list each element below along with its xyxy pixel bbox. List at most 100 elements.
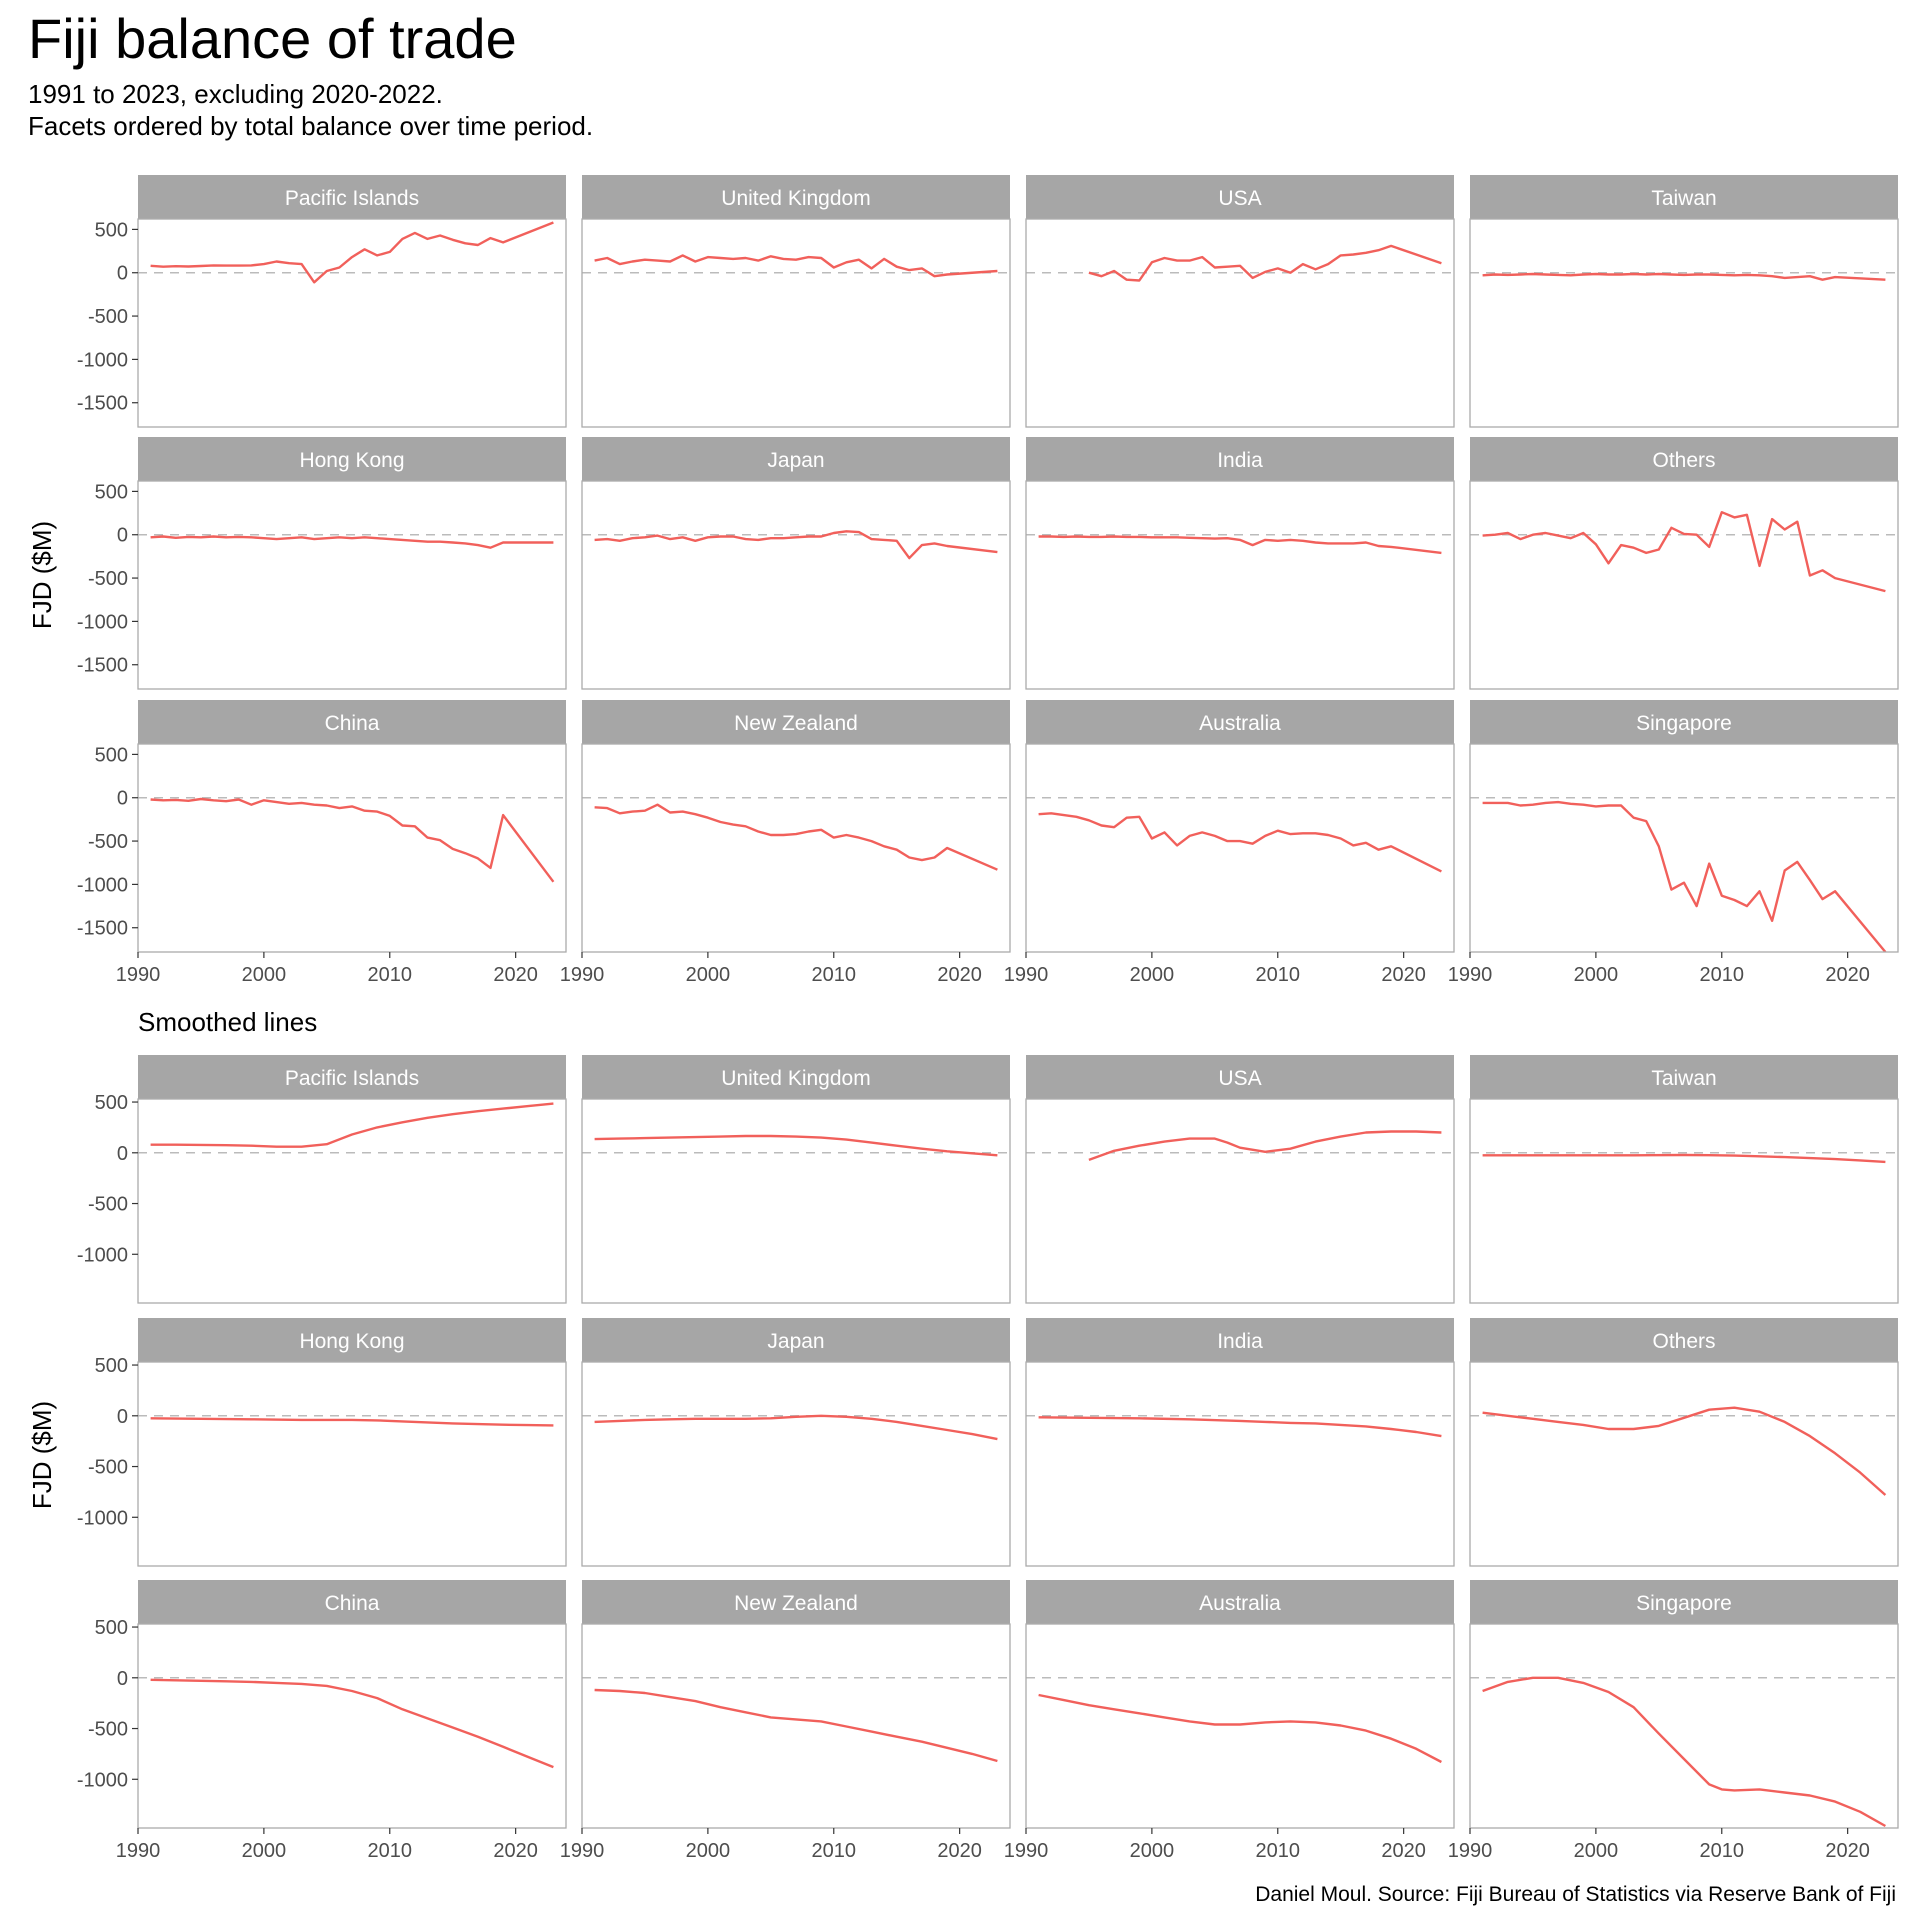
series-line: [594, 1134, 998, 1157]
chart-caption: Daniel Moul. Source: Fiji Bureau of Stat…: [1255, 1883, 1896, 1906]
facet-strip: [582, 700, 1010, 744]
x-tick-label: 1990: [1448, 1840, 1493, 1862]
facet-india: India: [1025, 1318, 1455, 1567]
x-tick-label: 2010: [812, 964, 857, 986]
x-tick-label: 2020: [1825, 1840, 1870, 1862]
facet-label: China: [325, 712, 380, 735]
panel-border: [137, 480, 567, 690]
panel-border: [1469, 1361, 1899, 1567]
facet-pacific-islands: Pacific Islands 500 0 -500 -1000: [77, 1055, 567, 1304]
facet-strip: [582, 437, 1010, 481]
series-line: [1088, 1130, 1442, 1162]
series-line: [150, 221, 554, 284]
panel-border: [581, 480, 1011, 690]
facet-strip: [1470, 437, 1898, 481]
facet-label: Taiwan: [1651, 1067, 1716, 1090]
y-tick-label: -500: [88, 568, 128, 590]
facet-others: Others: [1469, 1318, 1899, 1567]
section-title: Smoothed lines: [138, 1007, 317, 1037]
series-line: [150, 535, 554, 549]
y-tick-label: -500: [88, 1194, 128, 1216]
y-tick-label: 0: [117, 1668, 128, 1690]
panel-border: [1025, 480, 1455, 690]
y-axis-label: FJD ($M): [27, 521, 57, 629]
y-tick-label: -1000: [77, 1244, 128, 1266]
facet-united-kingdom: United Kingdom: [581, 1055, 1011, 1304]
x-tick-label: 2000: [1574, 1840, 1619, 1862]
x-tick-label: 1990: [116, 1840, 161, 1862]
panel-border: [1469, 743, 1899, 953]
x-tick-label: 1990: [1004, 964, 1049, 986]
facet-label: Taiwan: [1651, 187, 1716, 210]
x-tick-label: 1990: [560, 1840, 605, 1862]
panel-border: [581, 1098, 1011, 1304]
facet-strip: [1470, 1318, 1898, 1362]
x-tick-label: 2000: [242, 964, 287, 986]
facet-new-zealand: New Zealand 1990 2000 2010 2020: [560, 1580, 1011, 1862]
facet-strip: [138, 700, 566, 744]
x-tick-label: 2000: [242, 1840, 287, 1862]
y-tick-label: 0: [117, 1406, 128, 1428]
facet-strip: [1026, 1055, 1454, 1099]
x-tick-label: 1990: [1448, 964, 1493, 986]
facet-label: China: [325, 1592, 380, 1615]
facet-australia: Australia 1990 2000 2010 2020: [1004, 1580, 1455, 1862]
panel-border: [581, 218, 1011, 428]
panel-border: [581, 1361, 1011, 1567]
x-tick-label: 2020: [1381, 964, 1426, 986]
panel-border: [581, 1623, 1011, 1829]
y-tick-label: -1500: [77, 655, 128, 677]
y-tick-label: 500: [95, 1617, 128, 1639]
y-axis-label: FJD ($M): [27, 1401, 57, 1509]
x-tick-label: 2000: [1130, 1840, 1175, 1862]
series-line: [1038, 535, 1442, 555]
series-line: [1482, 1153, 1886, 1164]
panel-border: [1469, 1098, 1899, 1304]
y-tick-label: -1000: [77, 874, 128, 896]
y-tick-label: 500: [95, 744, 128, 766]
facet-label: Others: [1652, 1330, 1715, 1353]
series-line: [150, 1102, 554, 1148]
facet-strip: [138, 437, 566, 481]
facet-japan: Japan: [581, 1318, 1011, 1567]
facet-strip: [1470, 1580, 1898, 1624]
facet-taiwan: Taiwan: [1469, 175, 1899, 428]
x-tick-label: 2010: [1700, 1840, 1745, 1862]
series-line: [594, 803, 998, 871]
panel-border: [137, 743, 567, 953]
y-tick-label: -1000: [77, 1769, 128, 1791]
x-tick-label: 2020: [937, 1840, 982, 1862]
y-tick-label: 0: [117, 525, 128, 547]
x-tick-label: 2010: [1700, 964, 1745, 986]
x-tick-label: 1990: [560, 964, 605, 986]
series-line: [594, 254, 998, 278]
panel-border: [1025, 218, 1455, 428]
facet-united-kingdom: United Kingdom: [581, 175, 1011, 428]
y-tick-label: -500: [88, 306, 128, 328]
x-tick-label: 2000: [1574, 964, 1619, 986]
facet-label: Singapore: [1636, 712, 1732, 735]
y-tick-label: -500: [88, 1457, 128, 1479]
series-line: [1038, 812, 1442, 873]
x-tick-label: 1990: [1004, 1840, 1049, 1862]
facet-label: United Kingdom: [721, 187, 870, 210]
facet-strip: [582, 1055, 1010, 1099]
x-tick-label: 2010: [812, 1840, 857, 1862]
facet-new-zealand: New Zealand 1990 2000 2010 2020: [560, 700, 1011, 986]
y-tick-label: 0: [117, 263, 128, 285]
facet-japan: Japan: [581, 437, 1011, 690]
facet-strip: [138, 1318, 566, 1362]
facet-taiwan: Taiwan: [1469, 1055, 1899, 1304]
x-tick-label: 2020: [493, 1840, 538, 1862]
y-tick-label: -1000: [77, 349, 128, 371]
y-tick-label: 500: [95, 481, 128, 503]
panel-border: [1025, 1098, 1455, 1304]
facet-pacific-islands: Pacific Islands 500 0 -500 -1000 -1500: [77, 175, 567, 428]
panel-border: [1469, 480, 1899, 690]
subtitle-line-2: Facets ordered by total balance over tim…: [28, 111, 594, 141]
x-tick-label: 2020: [493, 964, 538, 986]
x-tick-label: 2000: [686, 1840, 731, 1862]
y-tick-label: -1000: [77, 1507, 128, 1529]
facet-strip: [1026, 1580, 1454, 1624]
